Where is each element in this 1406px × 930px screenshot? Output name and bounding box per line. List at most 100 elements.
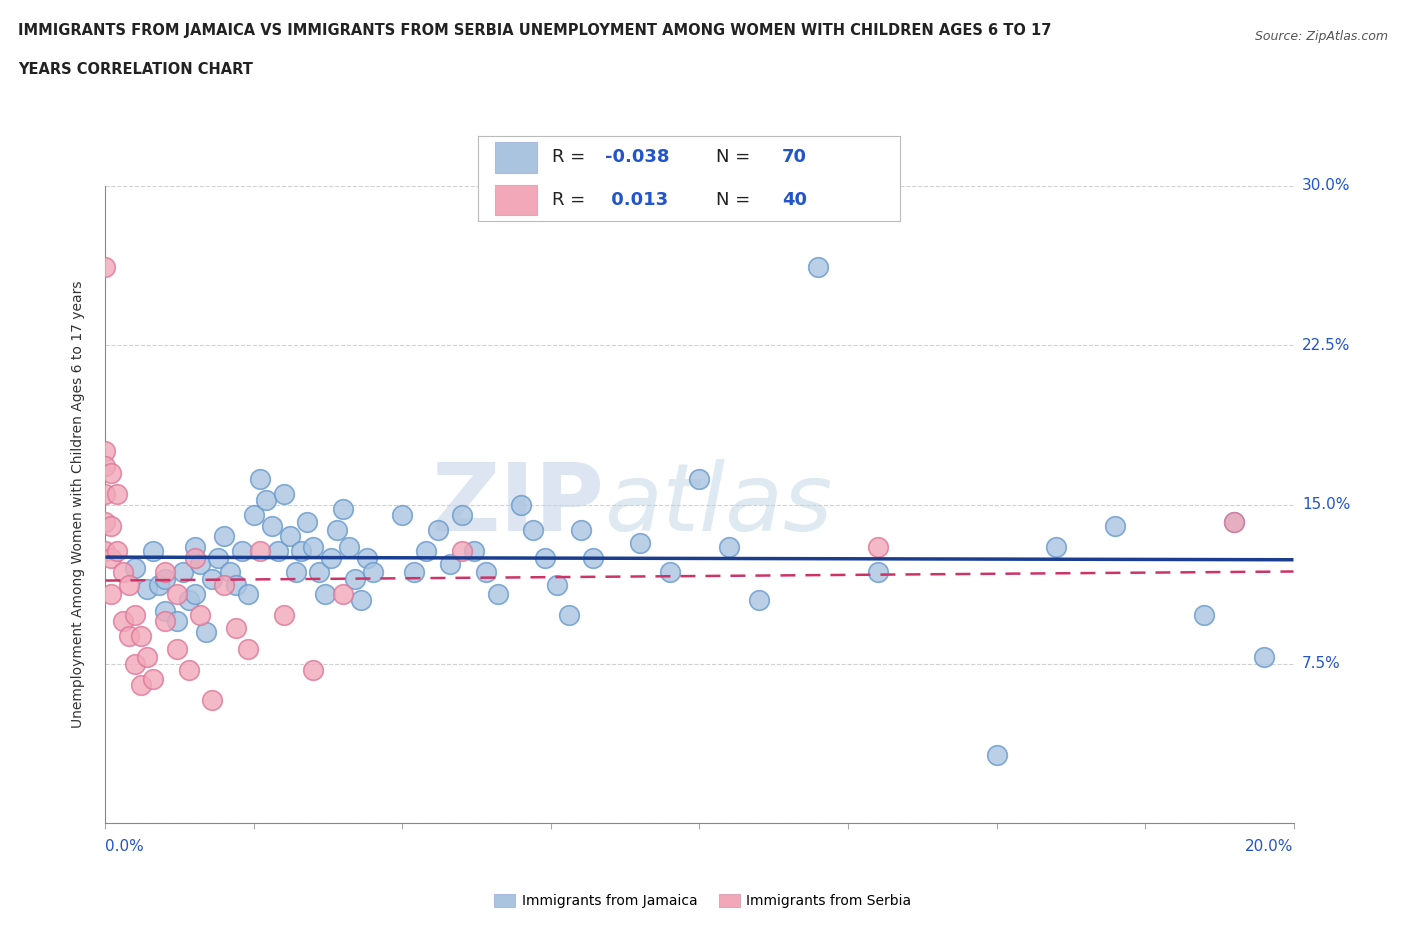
Point — [183, 586, 205, 601]
Point — [260, 518, 283, 533]
Point — [142, 544, 165, 559]
Text: 7.5%: 7.5% — [1302, 657, 1340, 671]
Point — [522, 523, 544, 538]
Point — [546, 578, 568, 592]
Point — [486, 586, 509, 601]
Point — [986, 748, 1008, 763]
Point — [136, 650, 159, 665]
Point — [415, 544, 437, 559]
Point — [450, 508, 472, 523]
Text: atlas: atlas — [605, 459, 832, 550]
Point — [297, 514, 319, 529]
Point — [1223, 514, 1246, 529]
Point — [153, 571, 176, 586]
Point — [124, 607, 146, 622]
Point — [302, 539, 325, 554]
Text: 22.5%: 22.5% — [1302, 338, 1350, 352]
Point — [207, 551, 229, 565]
Point — [450, 544, 472, 559]
Point — [807, 259, 830, 274]
Point — [439, 556, 461, 571]
Point — [124, 657, 146, 671]
Point — [183, 539, 205, 554]
Point — [581, 551, 603, 565]
Point — [153, 614, 176, 629]
Point — [249, 472, 271, 486]
Point — [166, 586, 188, 601]
Point — [273, 607, 295, 622]
Point — [1223, 514, 1246, 529]
Point — [243, 508, 266, 523]
Point — [177, 663, 200, 678]
Point — [1253, 650, 1275, 665]
Point — [474, 565, 496, 580]
Text: Source: ZipAtlas.com: Source: ZipAtlas.com — [1254, 30, 1388, 43]
Point — [326, 523, 349, 538]
Point — [183, 551, 205, 565]
Y-axis label: Unemployment Among Women with Children Ages 6 to 17 years: Unemployment Among Women with Children A… — [70, 281, 84, 728]
Point — [254, 493, 277, 508]
Point — [153, 604, 176, 618]
Text: 40: 40 — [782, 191, 807, 209]
Point — [177, 592, 200, 607]
Point — [219, 565, 242, 580]
Point — [866, 565, 889, 580]
Point — [100, 586, 122, 601]
Point — [153, 565, 176, 580]
Point — [225, 620, 247, 635]
Point — [356, 551, 378, 565]
Point — [689, 472, 711, 486]
Point — [658, 565, 681, 580]
Point — [463, 544, 485, 559]
Point — [118, 578, 141, 592]
Point — [214, 529, 236, 544]
Point — [94, 259, 117, 274]
Point — [129, 678, 152, 693]
Point — [225, 578, 247, 592]
Point — [94, 444, 117, 458]
Point — [142, 671, 165, 686]
Point — [1045, 539, 1067, 554]
Text: IMMIGRANTS FROM JAMAICA VS IMMIGRANTS FROM SERBIA UNEMPLOYMENT AMONG WOMEN WITH : IMMIGRANTS FROM JAMAICA VS IMMIGRANTS FR… — [18, 23, 1052, 38]
Point — [124, 561, 146, 576]
Point — [278, 529, 301, 544]
Point — [94, 544, 117, 559]
Point — [308, 565, 330, 580]
Text: 20.0%: 20.0% — [1246, 839, 1294, 854]
Point — [314, 586, 336, 601]
Point — [718, 539, 741, 554]
Point — [105, 486, 128, 501]
Point — [628, 536, 651, 551]
Point — [201, 571, 224, 586]
Point — [190, 556, 212, 571]
Point — [249, 544, 271, 559]
Text: N =: N = — [716, 191, 756, 209]
Text: ZIP: ZIP — [432, 458, 605, 551]
Point — [172, 565, 194, 580]
Point — [510, 498, 533, 512]
Text: 0.013: 0.013 — [605, 191, 668, 209]
Point — [273, 486, 295, 501]
Point — [112, 614, 135, 629]
Point — [94, 458, 117, 473]
Point — [231, 544, 253, 559]
Point — [1194, 607, 1216, 622]
Point — [201, 693, 224, 708]
Point — [94, 486, 117, 501]
Point — [343, 571, 366, 586]
Point — [534, 551, 557, 565]
Point — [166, 614, 188, 629]
Point — [558, 607, 581, 622]
FancyBboxPatch shape — [495, 141, 537, 173]
Text: 0.0%: 0.0% — [105, 839, 145, 854]
Point — [214, 578, 236, 592]
Text: 30.0%: 30.0% — [1302, 179, 1350, 193]
Point — [1104, 518, 1126, 533]
Point — [129, 629, 152, 644]
Point — [332, 586, 354, 601]
Point — [284, 565, 307, 580]
Point — [350, 592, 373, 607]
Point — [404, 565, 426, 580]
Point — [290, 544, 312, 559]
Point — [190, 607, 212, 622]
